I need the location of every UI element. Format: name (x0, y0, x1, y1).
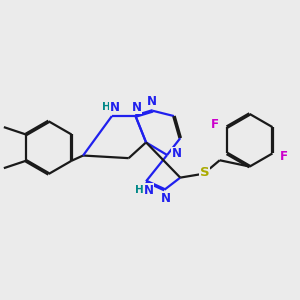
Text: S: S (200, 166, 209, 179)
Text: N: N (147, 95, 157, 108)
Text: F: F (280, 149, 288, 163)
Text: N: N (160, 192, 170, 205)
Text: H: H (135, 185, 144, 195)
Text: N: N (144, 184, 154, 197)
Text: F: F (211, 118, 219, 131)
Text: H: H (102, 102, 111, 112)
Text: N: N (132, 100, 142, 114)
Text: N: N (172, 147, 182, 161)
Text: N: N (110, 100, 120, 114)
